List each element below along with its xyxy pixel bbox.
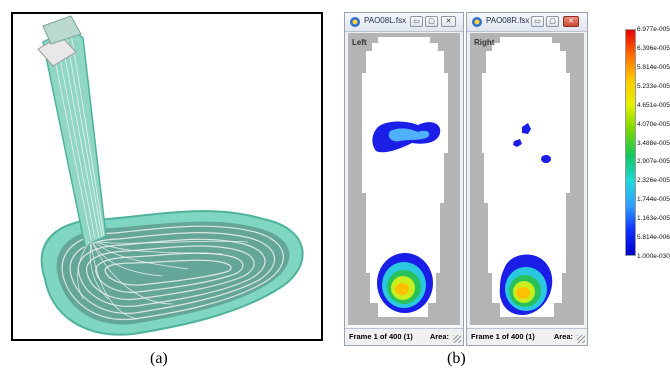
left-foot-pressure-map xyxy=(348,33,460,325)
scale-tick-label: 5.814e-005 xyxy=(637,63,670,71)
area-readout: Area: xyxy=(553,332,573,341)
status-bar: Frame 1 of 400 (1) Area: xyxy=(467,328,587,345)
scale-tick-label: 5.814e-006 xyxy=(637,234,670,242)
maximize-button[interactable]: ▢ xyxy=(425,16,438,27)
status-bar: Frame 1 of 400 (1) Area: xyxy=(345,328,463,345)
scale-tick-label: 2.326e-005 xyxy=(637,177,670,185)
right-foot-pressure-map xyxy=(470,33,584,325)
scale-tick-label: 6.396e-005 xyxy=(637,44,670,52)
caption-a: (a) xyxy=(150,350,168,367)
area-readout: Area: xyxy=(429,332,449,341)
frame-counter: Frame 1 of 400 (1) xyxy=(349,332,413,341)
foot-label: Right xyxy=(474,38,495,47)
scale-tick-label: 6.977e-005 xyxy=(637,26,670,33)
window-titlebar[interactable]: PAO08L.fsx ▭ ▢ ✕ xyxy=(345,13,463,32)
pressure-color-scale xyxy=(625,29,636,256)
window-title: PAO08L.fsx xyxy=(364,16,407,25)
pressure-app-icon xyxy=(350,17,360,27)
scale-tick-label: 3.488e-005 xyxy=(637,139,670,147)
scale-tick-label: 2.907e-005 xyxy=(637,158,670,166)
insole-sensor-photo xyxy=(11,12,323,341)
insole-sensor-illustration xyxy=(37,15,304,336)
close-button[interactable]: ✕ xyxy=(441,16,456,27)
left-foot-window[interactable]: PAO08L.fsx ▭ ▢ ✕ Left Frame 1 of 400 (1)… xyxy=(344,12,464,346)
scale-tick-label: 1.163e-005 xyxy=(637,215,670,223)
window-titlebar[interactable]: PAO08R.fsx ▭ ▢ ✕ xyxy=(467,13,587,32)
resize-grip-icon[interactable] xyxy=(453,335,461,343)
pressure-map[interactable]: Right xyxy=(470,33,584,327)
caption-b: (b) xyxy=(447,350,466,367)
minimize-button[interactable]: ▭ xyxy=(410,16,423,27)
close-button[interactable]: ✕ xyxy=(563,16,579,27)
maximize-button[interactable]: ▢ xyxy=(546,16,559,27)
pressure-map[interactable]: Left xyxy=(348,33,460,327)
foot-label: Left xyxy=(352,38,367,47)
resize-grip-icon[interactable] xyxy=(577,335,585,343)
pressure-app-icon xyxy=(472,17,482,27)
minimize-button[interactable]: ▭ xyxy=(531,16,544,27)
scale-tick-label: 5.233e-005 xyxy=(637,82,670,90)
scale-tick-label: 4.651e-005 xyxy=(637,101,670,109)
scale-tick-label: 4.070e-005 xyxy=(637,120,670,128)
frame-counter: Frame 1 of 400 (1) xyxy=(471,332,535,341)
scale-tick-label: 1.744e-005 xyxy=(637,196,670,204)
scale-tick-label: 1.000e-030 xyxy=(637,253,670,260)
right-foot-window[interactable]: PAO08R.fsx ▭ ▢ ✕ Right Frame 1 of 400 (1… xyxy=(466,12,588,346)
window-title: PAO08R.fsx xyxy=(486,16,530,25)
